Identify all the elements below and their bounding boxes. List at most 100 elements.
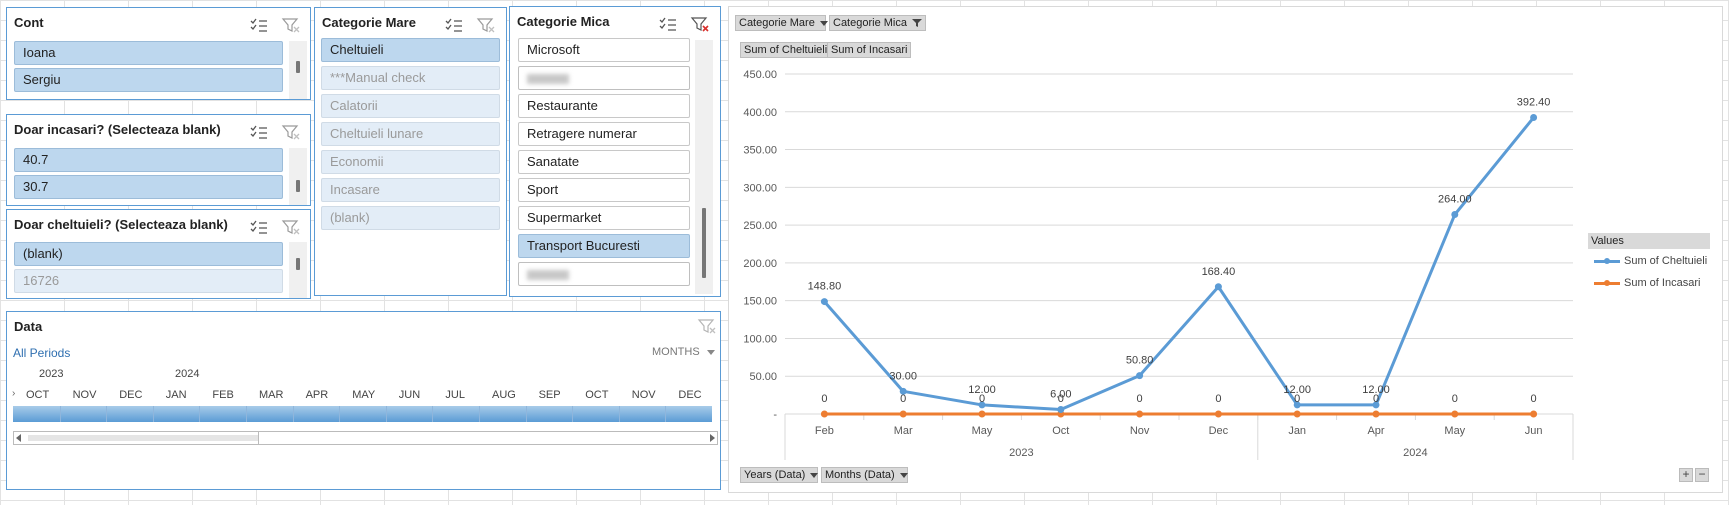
x-tick-label: Mar (894, 425, 913, 437)
slicer-item[interactable]: 40.7 (14, 148, 283, 172)
clear-filter-icon[interactable] (281, 219, 301, 235)
data-label: 12.00 (968, 384, 996, 396)
slicer-item[interactable]: Restaurante (518, 94, 690, 118)
data-point[interactable] (1293, 401, 1301, 409)
slicer-item[interactable]: Transport Bucuresti (518, 234, 690, 258)
collapse-field-button[interactable]: − (1695, 468, 1709, 482)
timeline-month[interactable]: NOV (72, 389, 97, 401)
slicer-item[interactable]: Calatorii (321, 94, 500, 118)
value-button-cheltuieli[interactable]: Sum of Cheltuieli (740, 42, 832, 58)
timeline-bar[interactable] (13, 406, 712, 422)
slicer-item[interactable]: Cheltuieli lunare (321, 122, 500, 146)
timeline-month[interactable]: DEC (119, 389, 143, 401)
slicer-item[interactable] (518, 66, 690, 90)
timeline-scroll-left-icon[interactable]: › (12, 388, 16, 399)
clear-filter-icon[interactable] (690, 16, 710, 32)
timeline-month[interactable]: SEP (538, 389, 561, 401)
timeline-month[interactable]: JUN (398, 389, 421, 401)
timeline-month[interactable]: OCT (585, 389, 609, 401)
filter-button-categorie-mica[interactable]: Categorie Mica (829, 15, 926, 31)
timeline-month[interactable]: JAN (165, 389, 187, 401)
line-chart-plot[interactable]: - 50.00 100.00 150.00 200.00 250.00 300.00 350.… (729, 7, 1722, 492)
data-point[interactable] (1451, 410, 1459, 418)
scrollbar-track (258, 432, 259, 444)
multi-select-icon[interactable] (249, 124, 269, 140)
data-point[interactable] (1372, 410, 1380, 418)
axis-button-years[interactable]: Years (Data) (740, 467, 819, 483)
timeline-month[interactable]: JUL (445, 389, 465, 401)
value-button-incasari[interactable]: Sum of Incasari (827, 42, 912, 58)
slicer-item[interactable]: Economii (321, 150, 500, 174)
slicer-item[interactable]: Ioana (14, 41, 283, 65)
clear-filter-icon[interactable] (281, 17, 301, 33)
scrollbar[interactable] (289, 148, 307, 205)
slicer-item[interactable] (518, 262, 690, 286)
slicer-item[interactable]: 30.7 (14, 175, 283, 199)
data-point[interactable] (899, 410, 907, 418)
data-point[interactable] (1057, 405, 1065, 413)
scrollbar[interactable] (289, 242, 307, 298)
data-point[interactable] (1293, 410, 1301, 418)
data-point[interactable] (1136, 372, 1144, 380)
timeline-month[interactable]: MAY (352, 389, 376, 401)
data-point[interactable] (1451, 211, 1459, 219)
timeline-tick (152, 406, 154, 422)
expand-field-button[interactable]: + (1679, 468, 1693, 482)
slicer-item[interactable]: Supermarket (518, 206, 690, 230)
scrollbar-thumb[interactable] (28, 435, 258, 441)
scrollbar-thumb[interactable] (296, 61, 300, 73)
x-tick-label: Jun (1525, 425, 1543, 437)
slicer-item[interactable]: Sanatate (518, 150, 690, 174)
timeline-tick (572, 406, 574, 422)
slicer-item[interactable]: Sport (518, 178, 690, 202)
data-point[interactable] (978, 410, 986, 418)
multi-select-icon[interactable] (444, 17, 464, 33)
data-point[interactable] (1530, 114, 1538, 122)
data-point[interactable] (1214, 410, 1222, 418)
data-point[interactable] (899, 387, 907, 395)
scroll-right-icon[interactable] (710, 434, 715, 442)
slicer-item[interactable]: 16726 (14, 269, 283, 293)
slicer-item[interactable]: ***Manual check (321, 66, 500, 90)
data-point[interactable] (820, 298, 828, 306)
data-point[interactable] (978, 401, 986, 409)
timeline-month[interactable]: APR (305, 389, 329, 401)
scrollbar-thumb[interactable] (296, 180, 300, 192)
slicer-item-label: (blank) (330, 210, 370, 225)
clear-filter-icon[interactable] (281, 124, 301, 140)
scrollbar-thumb[interactable] (702, 208, 706, 278)
slicer-item[interactable]: Retragere numerar (518, 122, 690, 146)
data-point[interactable] (1214, 283, 1222, 291)
slicer-item[interactable]: Microsoft (518, 38, 690, 62)
data-point[interactable] (1372, 401, 1380, 409)
pivot-chart[interactable]: Categorie Mare Categorie Mica Sum of Che… (728, 6, 1723, 493)
multi-select-icon[interactable] (249, 219, 269, 235)
slicer-item[interactable]: (blank) (321, 206, 500, 230)
scrollbar[interactable] (695, 40, 713, 294)
timeline-month[interactable]: DEC (678, 389, 702, 401)
slicer-item[interactable]: Cheltuieli (321, 38, 500, 62)
filter-button-categorie-mare[interactable]: Categorie Mare (735, 15, 828, 31)
slicer-item[interactable]: Sergiu (14, 68, 283, 92)
clear-filter-icon[interactable] (697, 318, 717, 334)
multi-select-icon[interactable] (658, 16, 678, 32)
slicer-item[interactable]: (blank) (14, 242, 283, 266)
scrollbar[interactable] (289, 41, 307, 99)
multi-select-icon[interactable] (249, 17, 269, 33)
timeline-month[interactable]: MAR (259, 389, 284, 401)
time-level-dropdown[interactable]: MONTHS (652, 346, 715, 358)
timeline-month[interactable]: AUG (492, 389, 516, 401)
scroll-left-icon[interactable] (16, 434, 21, 442)
timeline-month[interactable]: NOV (631, 389, 656, 401)
timeline-scrollbar[interactable] (13, 431, 718, 445)
data-point[interactable] (1136, 410, 1144, 418)
slicer-item[interactable]: Incasare (321, 178, 500, 202)
timeline-month[interactable]: OCT (26, 389, 50, 401)
data-point[interactable] (820, 410, 828, 418)
redacted-label (527, 269, 569, 280)
timeline-month[interactable]: FEB (212, 389, 234, 401)
clear-filter-icon[interactable] (476, 17, 496, 33)
axis-button-months[interactable]: Months (Data) (821, 467, 908, 483)
data-point[interactable] (1530, 410, 1538, 418)
scrollbar-thumb[interactable] (296, 258, 300, 270)
